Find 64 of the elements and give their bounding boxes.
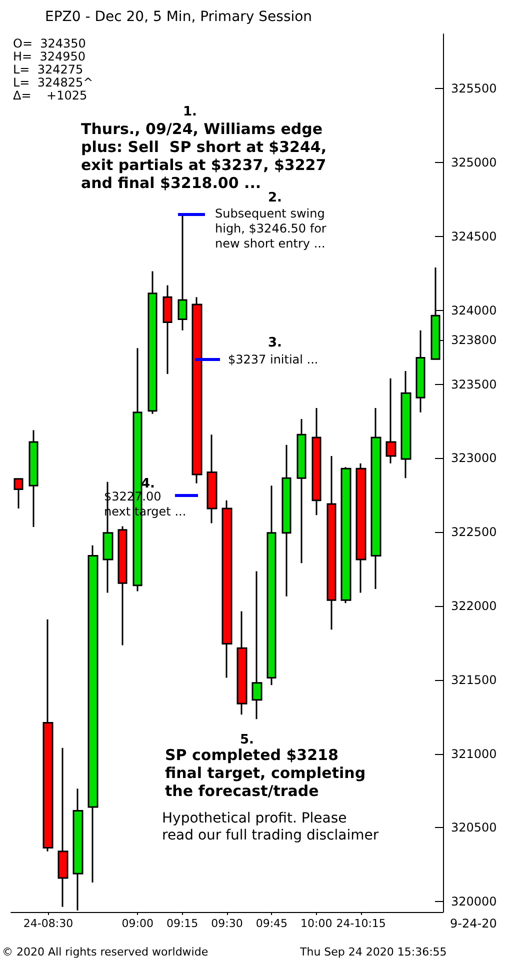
- annotation: 2.: [268, 190, 282, 206]
- candlestick: [386, 378, 396, 464]
- candlestick: [28, 429, 38, 528]
- candlestick: [416, 330, 426, 414]
- annotation: SP completed $3218 final target, completing the forecast/trade: [165, 746, 366, 800]
- candlestick: [282, 444, 292, 598]
- annotation: 3.: [268, 336, 282, 350]
- candlestick: [118, 525, 128, 646]
- annotation: 4.: [141, 476, 155, 492]
- annotation: $3237 initial ...: [228, 352, 318, 366]
- y-tick-label: 324000: [451, 303, 497, 318]
- chart-title: EPZ0 - Dec 20, 5 Min, Primary Session: [45, 9, 312, 25]
- x-tick-label: 24-10:15: [336, 917, 386, 930]
- candlestick: [340, 466, 352, 604]
- candlestick: [58, 747, 68, 908]
- annotation: Hypothetical profit. Please read our full trading disclaimer: [162, 810, 379, 844]
- candlestick: [192, 296, 202, 484]
- candlestick: [42, 618, 54, 852]
- candlestick: [162, 284, 172, 375]
- x-tick-label: 10:00: [300, 917, 332, 930]
- y-tick-label: 322500: [451, 525, 497, 540]
- x-tick-label: 24-08:30: [23, 917, 74, 930]
- y-tick-label: 323800: [451, 332, 497, 347]
- annotation: L= 324825^: [13, 76, 94, 90]
- candlestick: [266, 484, 276, 686]
- candlestick: [296, 418, 306, 564]
- candlestick: [252, 570, 262, 720]
- y-tick-label: 325500: [451, 82, 497, 96]
- x-tick-label: 09:15: [166, 917, 198, 930]
- x-tick-label: 09:00: [122, 917, 154, 930]
- candlestick: [222, 500, 232, 678]
- annotation: Δ= +1025: [13, 88, 88, 102]
- candlestick: [14, 478, 24, 510]
- candlestick: [356, 462, 366, 594]
- y-tick-label: 324500: [451, 230, 497, 244]
- candlestick: [370, 407, 382, 590]
- x-tick-label: 09:30: [211, 917, 243, 930]
- y-tick-label: 323000: [451, 451, 497, 466]
- annotation: 1.: [183, 104, 197, 120]
- candlestick: [88, 544, 98, 884]
- y-tick-label: 321000: [451, 746, 497, 761]
- candlestick: [148, 270, 158, 415]
- candlestick: [326, 455, 336, 630]
- text: Thu Sep 24 2020 15:36:55: [299, 946, 447, 958]
- annotation: 5.: [240, 732, 254, 748]
- text: © 2020 All rights reserved worldwide: [2, 946, 208, 958]
- y-tick-label: 320000: [451, 894, 497, 909]
- annotation: H= 324950: [13, 50, 86, 64]
- candlestick: [236, 610, 248, 716]
- y-tick-label: 325000: [451, 156, 497, 170]
- candlestick: [178, 214, 188, 332]
- y-tick-label: 321500: [451, 672, 497, 687]
- y-tick-label: 322000: [451, 599, 497, 614]
- annotation: L= 324275: [13, 62, 84, 76]
- text: 9-24-20: [450, 916, 497, 930]
- annotation: Thurs., 09/24, Williams edge plus: Sell SP short at $3244, exit partials at $3237, $3227 and final $3218.00 ...: [81, 120, 327, 192]
- candlestick: [400, 370, 412, 479]
- x-tick-label: 09:45: [256, 917, 288, 930]
- annotation: Subsequent swing high, $3246.50 for new short entry ...: [215, 206, 326, 250]
- candlestick: [206, 434, 218, 524]
- annotation: O= 324350: [13, 36, 86, 50]
- y-tick-label: 323500: [451, 377, 497, 392]
- candlestick: [312, 407, 322, 516]
- y-tick-label: 320500: [451, 820, 497, 835]
